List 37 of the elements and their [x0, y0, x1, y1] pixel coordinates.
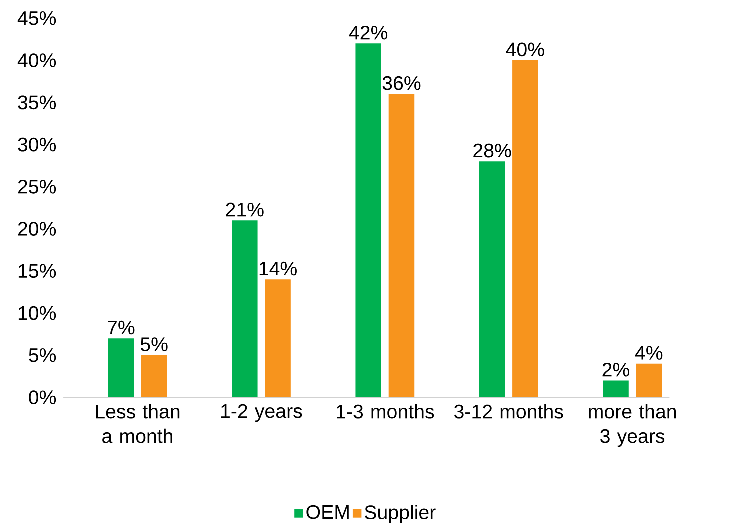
bar [636, 364, 662, 398]
y-tick-label: 25% [18, 180, 56, 194]
y-tick-label: 40% [18, 54, 56, 68]
data-label: 42% [349, 26, 388, 40]
data-label: 4% [635, 346, 663, 360]
data-label: 40% [506, 42, 544, 57]
bar [141, 355, 168, 398]
bar [388, 94, 415, 398]
bar [232, 220, 258, 398]
bar [356, 44, 382, 398]
bar [479, 162, 506, 398]
y-tick-label: 45% [18, 11, 56, 26]
data-label: 14% [260, 262, 297, 276]
bar [265, 280, 291, 398]
data-label: 7% [108, 320, 135, 335]
data-label: 2% [602, 362, 630, 377]
y-tick-label: 20% [18, 222, 56, 236]
y-tick-label: 5% [29, 348, 56, 362]
x-tick-label: 1-2 years [222, 404, 302, 422]
x-tick-label: more than 3 years [589, 404, 676, 448]
x-tick-label: 3-12 months [454, 404, 564, 419]
y-tick-label: 10% [18, 306, 56, 320]
data-label: 5% [140, 338, 168, 352]
x-tick-label: 1-3 months [337, 404, 434, 419]
y-tick-label: 35% [18, 96, 56, 110]
bar [512, 60, 538, 398]
x-tick-label: Less than a month [96, 404, 180, 444]
bar [603, 380, 629, 398]
data-label: 21% [226, 202, 264, 217]
y-tick-label: 15% [18, 264, 56, 278]
bar [108, 338, 134, 398]
legend-label: Supplier [365, 505, 436, 524]
y-tick-label: 30% [18, 138, 56, 152]
data-label: 36% [382, 76, 421, 90]
y-tick-label: 0% [29, 390, 56, 404]
data-label: 28% [474, 144, 512, 158]
legend-label: OEM [306, 505, 349, 520]
